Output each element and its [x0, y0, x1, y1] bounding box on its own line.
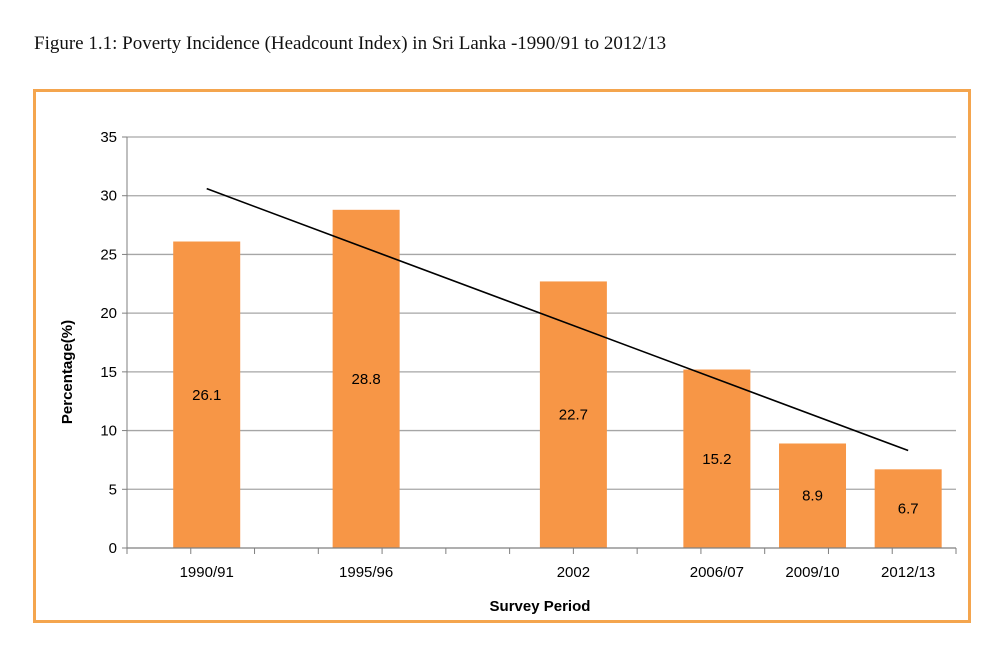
x-axis-title: Survey Period — [490, 598, 591, 615]
bar-1995-96 — [332, 209, 400, 548]
data-label: 28.8 — [352, 371, 381, 388]
x-tick-label: 1995/96 — [339, 564, 393, 581]
y-tick-label: 25 — [100, 246, 117, 263]
bars — [173, 209, 942, 549]
axes: 0 5 10 15 20 25 30 35 1990/91 1995/96 2002 2006/07 2… — [100, 129, 957, 581]
figure-caption: Figure 1.1: Poverty Incidence (Headcount… — [34, 33, 667, 54]
trendline — [206, 187, 909, 452]
y-tick-label: 35 — [100, 129, 117, 146]
bar-2009-10 — [779, 443, 847, 548]
data-label: 22.7 — [559, 407, 588, 424]
y-axis-title: Percentage(%) — [59, 320, 76, 424]
data-label: 15.2 — [702, 451, 731, 468]
x-tick-label: 2002 — [557, 564, 590, 581]
x-tick-label: 2012/13 — [881, 564, 935, 581]
bar-2006-07 — [683, 369, 751, 548]
y-tick-label: 0 — [109, 540, 117, 557]
y-tick-label: 10 — [100, 423, 117, 440]
x-tick-label: 1990/91 — [180, 564, 234, 581]
x-tick-label: 2009/10 — [785, 564, 839, 581]
x-tick-label: 2006/07 — [690, 564, 744, 581]
bar-2012-13 — [874, 469, 942, 548]
data-label: 8.9 — [802, 488, 823, 505]
data-labels: 26.1 28.8 22.7 15.2 8.9 6.7 — [192, 371, 918, 518]
y-tick-label: 30 — [100, 188, 117, 205]
data-label: 6.7 — [898, 501, 919, 518]
data-label: 26.1 — [192, 387, 221, 404]
bar-1990-91 — [173, 241, 241, 549]
y-tick-label: 20 — [100, 305, 117, 322]
y-tick-label: 15 — [100, 364, 117, 381]
y-tick-label: 5 — [109, 481, 117, 498]
trendline-layer — [206, 187, 909, 452]
